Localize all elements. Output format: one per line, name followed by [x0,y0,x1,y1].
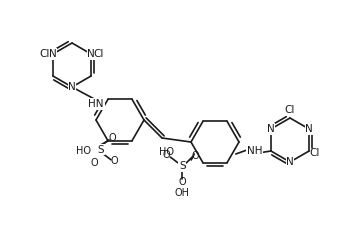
Text: N: N [305,124,313,134]
Text: Cl: Cl [40,49,50,59]
Text: Cl: Cl [285,105,295,115]
Text: O: O [108,133,116,143]
Text: N: N [267,124,275,134]
Text: N: N [87,49,95,59]
Text: HO: HO [76,146,91,156]
Text: NH: NH [247,146,262,156]
Text: O: O [162,150,170,160]
Text: O: O [110,156,118,166]
Text: HN: HN [88,99,104,109]
Text: N: N [49,49,57,59]
Text: N: N [286,157,294,167]
Text: S: S [98,145,104,155]
Text: Cl: Cl [94,49,104,59]
Text: O: O [90,158,98,168]
Text: OH: OH [175,188,190,198]
Text: O: O [178,177,186,187]
Text: N: N [68,82,76,92]
Text: O: O [191,151,199,161]
Text: HO: HO [159,147,174,157]
Text: S: S [179,161,186,171]
Text: Cl: Cl [310,148,320,158]
